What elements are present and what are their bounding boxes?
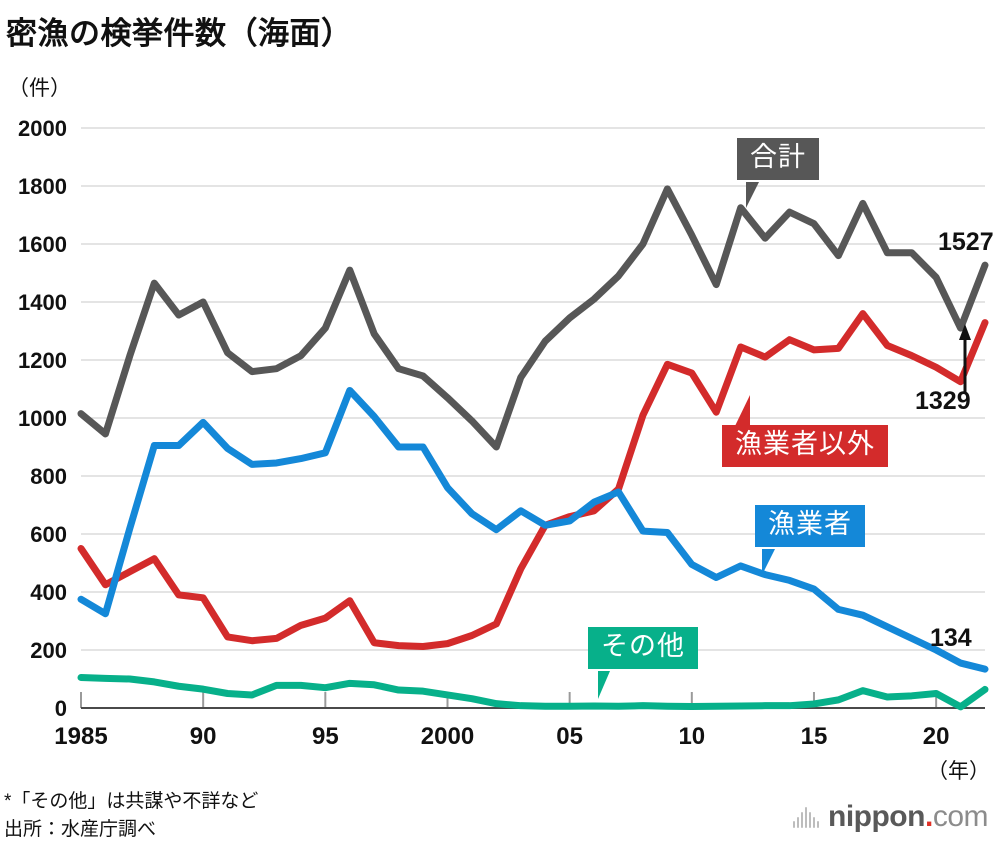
y-tick-label: 1000 xyxy=(18,406,67,431)
x-axis-unit-label: （年） xyxy=(927,760,990,783)
y-tick-label: 1200 xyxy=(18,348,67,373)
y-tick-label: 400 xyxy=(30,580,67,605)
y-tick-label: 1400 xyxy=(18,290,67,315)
y-tick-label: 600 xyxy=(30,522,67,547)
series-lines xyxy=(77,185,989,711)
y-tick-label: 2000 xyxy=(18,116,67,141)
logo-name: nippon xyxy=(828,800,925,833)
callout-fisher: 漁業者 xyxy=(755,505,865,548)
callout-other: その他 xyxy=(588,627,698,670)
end-label-total: 1527 xyxy=(938,228,994,256)
x-tick-label: 15 xyxy=(801,723,828,750)
x-tick-label: 1985 xyxy=(54,723,107,750)
footnotes: *「その他」は共謀や不詳など 出所：水産庁調べ xyxy=(4,788,258,843)
end-label-nonfisher: 1329 xyxy=(915,387,971,415)
nonfisher-value-arrow xyxy=(959,324,971,392)
y-axis-tick-labels: 0 200 400 600 800 1000 1200 1400 1600 1800 2000 xyxy=(18,116,67,721)
x-tick-label: 05 xyxy=(556,723,583,750)
x-tick-label: 10 xyxy=(678,723,705,750)
x-tick-label: 2000 xyxy=(421,723,474,750)
x-tick-label: 90 xyxy=(190,723,217,750)
x-tick-label: 20 xyxy=(923,723,950,750)
callout-total-label: 合計 xyxy=(750,142,806,172)
logo-bars-icon xyxy=(793,806,819,828)
y-tick-label: 800 xyxy=(30,464,67,489)
logo-tld: com xyxy=(932,800,989,833)
callout-total-tail xyxy=(746,182,759,208)
callout-nonfisher-tail xyxy=(735,395,750,426)
gridlines xyxy=(81,127,985,651)
callout-other-label: その他 xyxy=(601,631,685,661)
y-tick-label: 200 xyxy=(30,638,67,663)
callout-total: 合計 xyxy=(737,138,819,181)
logo-dot: . xyxy=(924,800,933,833)
callout-nonfisher: 漁業者以外 xyxy=(722,425,888,468)
nippon-com-logo: nippon.com xyxy=(793,800,989,834)
y-tick-label: 1600 xyxy=(18,232,67,257)
y-axis-unit-label: （件） xyxy=(8,77,71,100)
series-line-漁業者 xyxy=(77,386,989,673)
logo-text: nippon.com xyxy=(828,800,989,834)
callout-nonfisher-label: 漁業者以外 xyxy=(735,429,875,459)
x-axis-tick-labels: 1985 90 95 2000 05 10 15 20 xyxy=(54,723,949,750)
callout-fisher-label: 漁業者 xyxy=(768,509,852,539)
footnote-source: 出所：水産庁調べ xyxy=(4,818,157,840)
y-tick-label: 1800 xyxy=(18,174,67,199)
callout-other-tail xyxy=(598,671,610,699)
callout-fisher-tail xyxy=(762,549,775,575)
series-line-合計 xyxy=(77,185,989,451)
y-tick-label: 0 xyxy=(55,696,67,721)
x-tick-label: 95 xyxy=(312,723,339,750)
page-title: 密漁の検挙件数（海面） xyxy=(6,16,353,51)
series-line-漁業者以外 xyxy=(77,310,989,651)
footnote-note: *「その他」は共謀や不詳など xyxy=(4,791,259,812)
series-line-その他 xyxy=(77,674,989,711)
end-label-fisher: 134 xyxy=(930,624,972,652)
